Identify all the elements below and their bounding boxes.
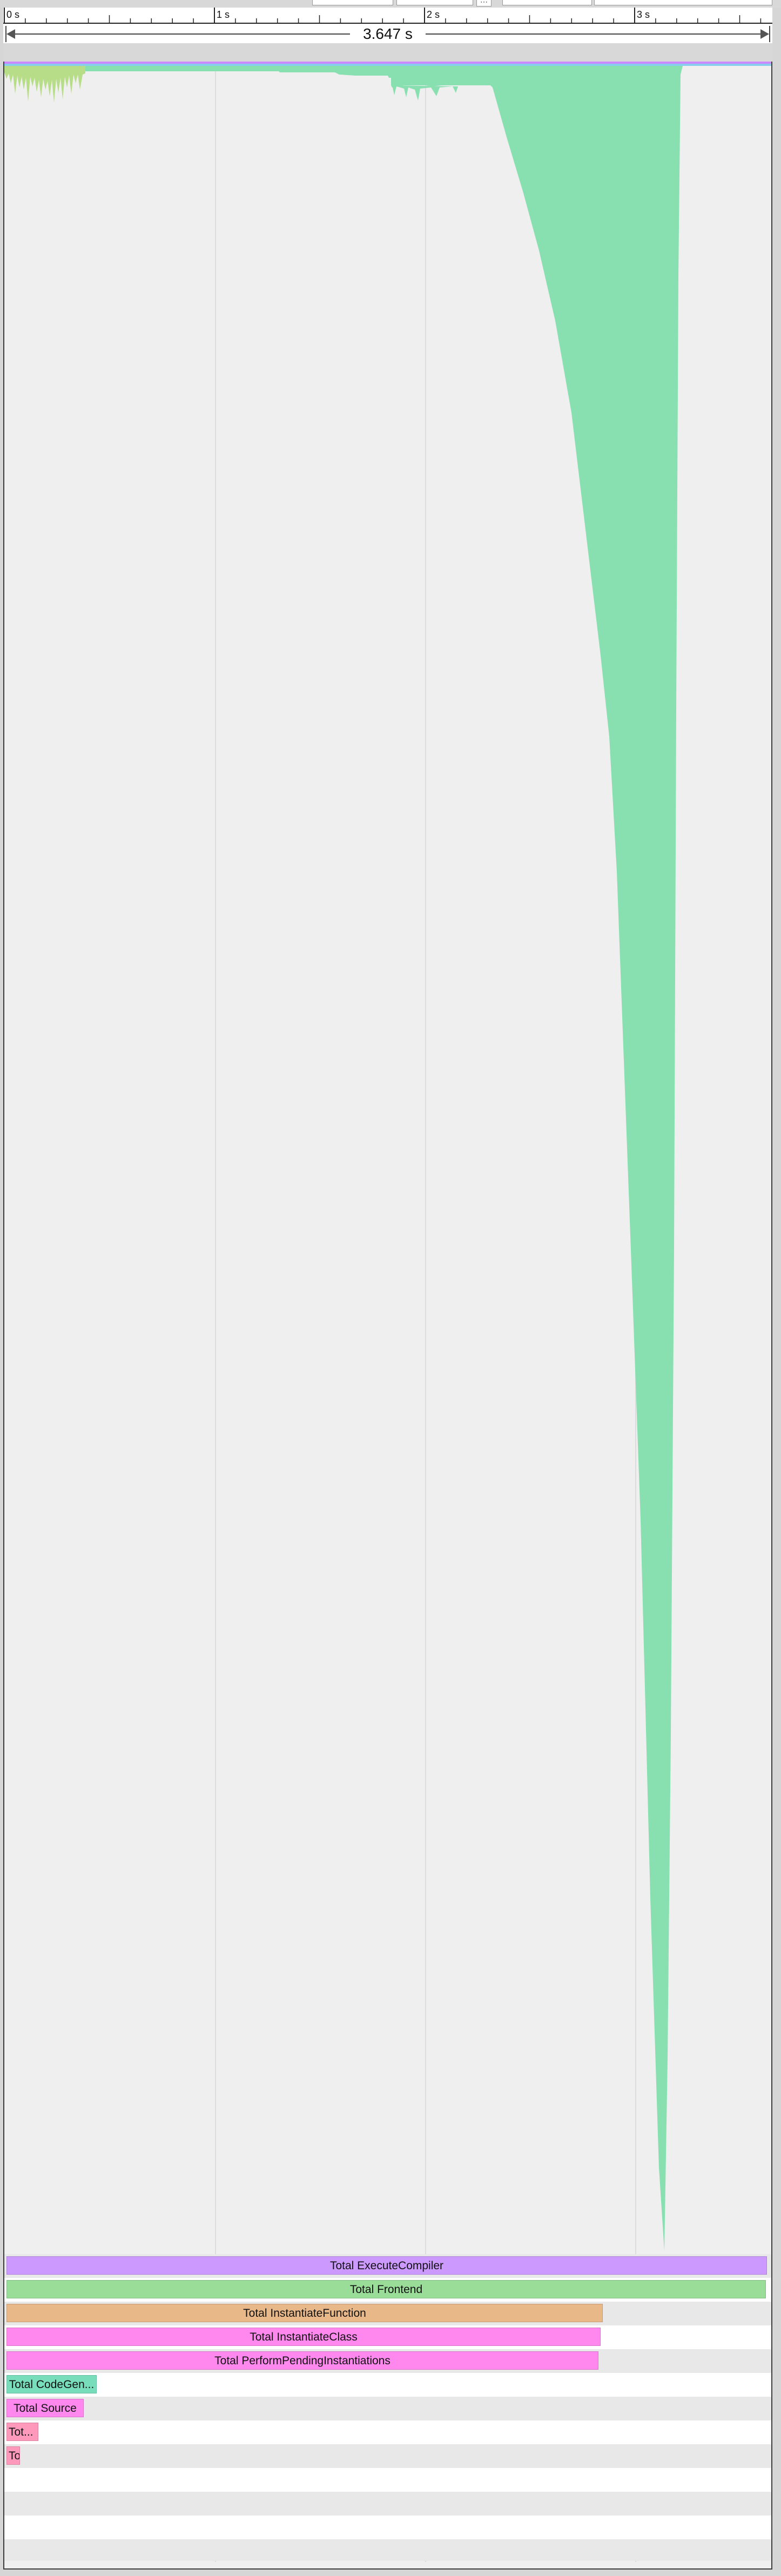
activity-graph[interactable] [4,62,771,2254]
bar-total-perform-pending-instantiations[interactable]: Total PerformPendingInstantiations [6,2351,598,2370]
bar-total-codegen[interactable]: Total CodeGen... [6,2375,97,2393]
more-options-button[interactable]: ⋯ [476,0,492,6]
duration-indicator: 3.647 s [3,24,772,43]
bar-to-small[interactable]: To [6,2446,20,2465]
header-separator [3,43,772,62]
activity-area-mid-spikes [392,85,458,100]
activity-area-chart [4,62,771,2251]
bar-total-source[interactable]: Total Source [6,2399,84,2417]
activity-area-early-spikes [4,66,85,103]
summary-row-7: Total Source [4,2397,771,2420]
gridline-2s [425,62,426,2562]
summary-row-8: Tot... [4,2420,771,2444]
toolbar-field-1[interactable] [312,0,393,5]
bar-total-instantiate-class[interactable]: Total InstantiateClass [6,2328,601,2346]
bar-total-instantiate-function[interactable]: Total InstantiateFunction [6,2304,603,2322]
graph-top-band-blue [4,64,771,66]
summary-row-9: To [4,2444,771,2468]
toolbar: ⋯ [0,0,781,8]
duration-label: 3.647 s [350,25,426,42]
toolbar-field-3[interactable] [502,0,592,5]
graph-top-band-purple [4,62,771,64]
summary-row-11 [4,2492,771,2516]
bar-tot-small[interactable]: Tot... [6,2423,38,2441]
bar-total-frontend[interactable]: Total Frontend [6,2280,766,2298]
toolbar-field-4[interactable] [594,0,772,5]
duration-cap-left [5,26,6,42]
summary-row-4: Total InstantiateClass [4,2325,771,2349]
summary-row-12 [4,2516,771,2539]
ruler-ticks [4,8,762,24]
tick-label-2s: 2 s [427,9,440,20]
bar-total-execute-compiler[interactable]: Total ExecuteCompiler [6,2256,767,2275]
summary-row-1: Total ExecuteCompiler [4,2254,771,2278]
tick-label-3s: 3 s [637,9,650,20]
duration-cap-right [769,26,770,42]
activity-area-main [4,66,771,2251]
arrow-right-icon [760,29,769,39]
summary-row-13 [4,2539,771,2561]
tick-label-0s: 0 s [6,9,20,20]
summary-row-3: Total InstantiateFunction [4,2302,771,2325]
arrow-left-icon [6,29,15,39]
summary-row-5: Total PerformPendingInstantiations [4,2349,771,2373]
tick-label-1s: 1 s [217,9,230,20]
toolbar-field-2[interactable] [396,0,473,5]
summary-row-6: Total CodeGen... [4,2373,771,2397]
time-ruler: 0 s 1 s 2 s 3 s [3,8,772,24]
summary-row-10 [4,2468,771,2492]
gridline-1s [215,62,216,2562]
summary-row-2: Total Frontend [4,2278,771,2302]
